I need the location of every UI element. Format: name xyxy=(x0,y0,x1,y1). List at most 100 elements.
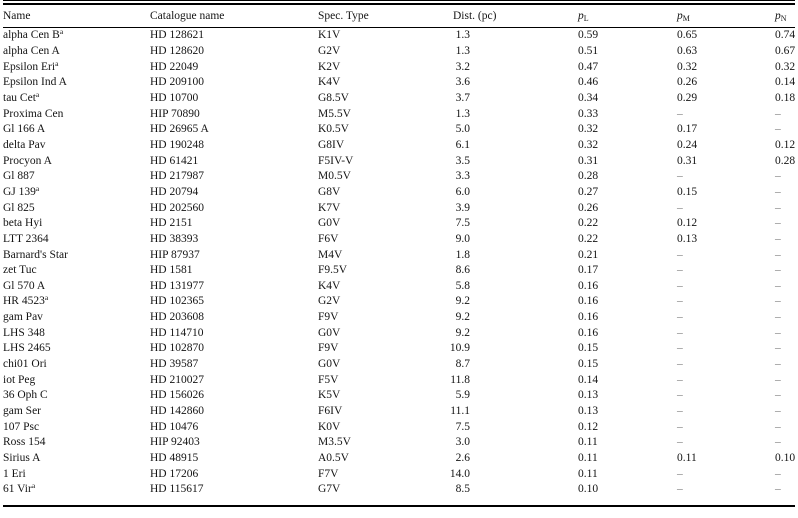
cell-name: beta Hyi xyxy=(3,216,150,232)
table-row: Gl 166 A HD 26965 A K0.5V 5.0 0.32 0.17 … xyxy=(3,122,795,138)
cell-dist: 11.8 xyxy=(450,373,470,386)
table-row: Ross 154 HIP 92403 M3.5V 3.0 0.11 – – xyxy=(3,435,795,451)
cell-dist: 1.3 xyxy=(455,44,470,57)
col-header-pM-symbol: p xyxy=(677,10,683,22)
cell-pm: – xyxy=(677,436,683,449)
cell-pn: – xyxy=(775,170,781,183)
table-row: gam Pav HD 203608 F9V 9.2 0.16 – – xyxy=(3,310,795,326)
cell-name-text: delta Pav xyxy=(3,138,46,151)
table-row: Barnard's Star HIP 87937 M4V 1.8 0.21 – … xyxy=(3,247,795,263)
cell-spec: K2V xyxy=(318,60,341,73)
table-row: chi01 Ori HD 39587 G0V 8.7 0.15 – – xyxy=(3,357,795,373)
cell-name-text: beta Hyi xyxy=(3,217,43,230)
cell-name-text: 36 Oph C xyxy=(3,389,48,402)
col-header-pN-symbol: p xyxy=(775,10,781,22)
table-row: 61 Vira HD 115617 G7V 8.5 0.10 – – xyxy=(3,482,795,498)
cell-name: Gl 166 A xyxy=(3,122,150,138)
cell-catalogue: HD 190248 xyxy=(150,138,204,151)
cell-spec: G0V xyxy=(318,358,341,371)
cell-dist: 3.9 xyxy=(455,201,470,214)
cell-pn: – xyxy=(775,185,781,198)
table-row: Sirius A HD 48915 A0.5V 2.6 0.11 0.11 0.… xyxy=(3,451,795,467)
cell-name-text: alpha Cen B xyxy=(3,29,60,42)
cell-name: Ross 154 xyxy=(3,435,150,451)
cell-pl: 0.34 xyxy=(578,91,599,104)
cell-name-text: LHS 2465 xyxy=(3,342,51,355)
cell-dist: 8.6 xyxy=(455,264,470,277)
table-row: alpha Cen Ba HD 128621 K1V 1.3 0.59 0.65… xyxy=(3,28,795,44)
cell-catalogue: HD 61421 xyxy=(150,154,199,167)
table-row: 1 Eri HD 17206 F7V 14.0 0.11 – – xyxy=(3,466,795,482)
table-bottom-rule xyxy=(3,504,795,507)
cell-pm: 0.31 xyxy=(677,154,698,167)
cell-catalogue: HD 17206 xyxy=(150,467,199,480)
cell-dist: 3.2 xyxy=(455,60,470,73)
cell-dist: 1.3 xyxy=(455,107,470,120)
cell-name: Gl 825 xyxy=(3,200,150,216)
cell-catalogue: HD 114710 xyxy=(150,326,204,339)
cell-pm: – xyxy=(677,311,683,324)
cell-catalogue: HIP 70890 xyxy=(150,107,200,120)
cell-catalogue: HD 39587 xyxy=(150,358,199,371)
cell-catalogue: HD 202560 xyxy=(150,201,204,214)
cell-dist: 9.0 xyxy=(455,232,470,245)
cell-name: gam Ser xyxy=(3,404,150,420)
cell-dist: 9.2 xyxy=(455,326,470,339)
cell-spec: G8V xyxy=(318,185,341,198)
cell-pm: 0.63 xyxy=(677,44,698,57)
cell-spec: G8.5V xyxy=(318,91,349,104)
cell-spec: F9.5V xyxy=(318,264,348,277)
cell-pl: 0.15 xyxy=(578,358,599,371)
cell-catalogue: HIP 87937 xyxy=(150,248,200,261)
table-row: Gl 570 A HD 131977 K4V 5.8 0.16 – – xyxy=(3,279,795,295)
cell-catalogue: HD 10476 xyxy=(150,420,199,433)
cell-name: Sirius A xyxy=(3,451,150,467)
cell-pl: 0.16 xyxy=(578,279,599,292)
cell-name-text: 61 Vir xyxy=(3,483,32,496)
cell-spec: K5V xyxy=(318,389,341,402)
cell-spec: F6IV xyxy=(318,405,343,418)
col-header-pM-subscript: M xyxy=(682,13,690,23)
col-header-spec-type-label: Spec. Type xyxy=(318,10,369,22)
cell-catalogue: HD 131977 xyxy=(150,279,204,292)
cell-pl: 0.32 xyxy=(578,138,599,151)
cell-spec: G7V xyxy=(318,483,341,496)
cell-dist: 3.7 xyxy=(455,91,470,104)
col-header-pM: pM xyxy=(625,5,723,28)
cell-name: Epsilon Ind A xyxy=(3,75,150,91)
cell-pm: 0.65 xyxy=(677,29,698,42)
cell-name: alpha Cen Ba xyxy=(3,28,150,44)
cell-pn: – xyxy=(775,467,781,480)
cell-pl: 0.11 xyxy=(578,452,598,465)
cell-dist: 6.0 xyxy=(455,185,470,198)
cell-pm: – xyxy=(677,107,683,120)
cell-dist: 7.5 xyxy=(455,217,470,230)
cell-name: Epsilon Eria xyxy=(3,59,150,75)
cell-spec: M3.5V xyxy=(318,436,351,449)
cell-name-text: Sirius A xyxy=(3,452,41,465)
col-header-pL: pL xyxy=(530,5,625,28)
cell-pn: – xyxy=(775,107,781,120)
cell-catalogue: HD 10700 xyxy=(150,91,199,104)
cell-pl: 0.33 xyxy=(578,107,599,120)
cell-pn: – xyxy=(775,217,781,230)
cell-pn: 0.18 xyxy=(775,91,795,104)
table-row: beta Hyi HD 2151 G0V 7.5 0.22 0.12 – xyxy=(3,216,795,232)
cell-catalogue: HD 128621 xyxy=(150,29,204,42)
cell-pl: 0.11 xyxy=(578,436,598,449)
cell-name-text: gam Pav xyxy=(3,311,43,324)
cell-pn: – xyxy=(775,311,781,324)
cell-pn: – xyxy=(775,279,781,292)
cell-pm: 0.24 xyxy=(677,138,698,151)
col-header-name: Name xyxy=(3,5,150,28)
cell-name-text: Gl 887 xyxy=(3,170,35,183)
cell-name: HR 4523a xyxy=(3,294,150,310)
cell-dist: 11.1 xyxy=(450,405,470,418)
cell-dist: 5.8 xyxy=(455,279,470,292)
cell-pn: – xyxy=(775,436,781,449)
cell-pm: – xyxy=(677,373,683,386)
cell-dist: 1.3 xyxy=(455,29,470,42)
table-row: Gl 887 HD 217987 M0.5V 3.3 0.28 – – xyxy=(3,169,795,185)
name-superscript: a xyxy=(44,294,49,303)
cell-catalogue: HD 26965 A xyxy=(150,123,209,136)
